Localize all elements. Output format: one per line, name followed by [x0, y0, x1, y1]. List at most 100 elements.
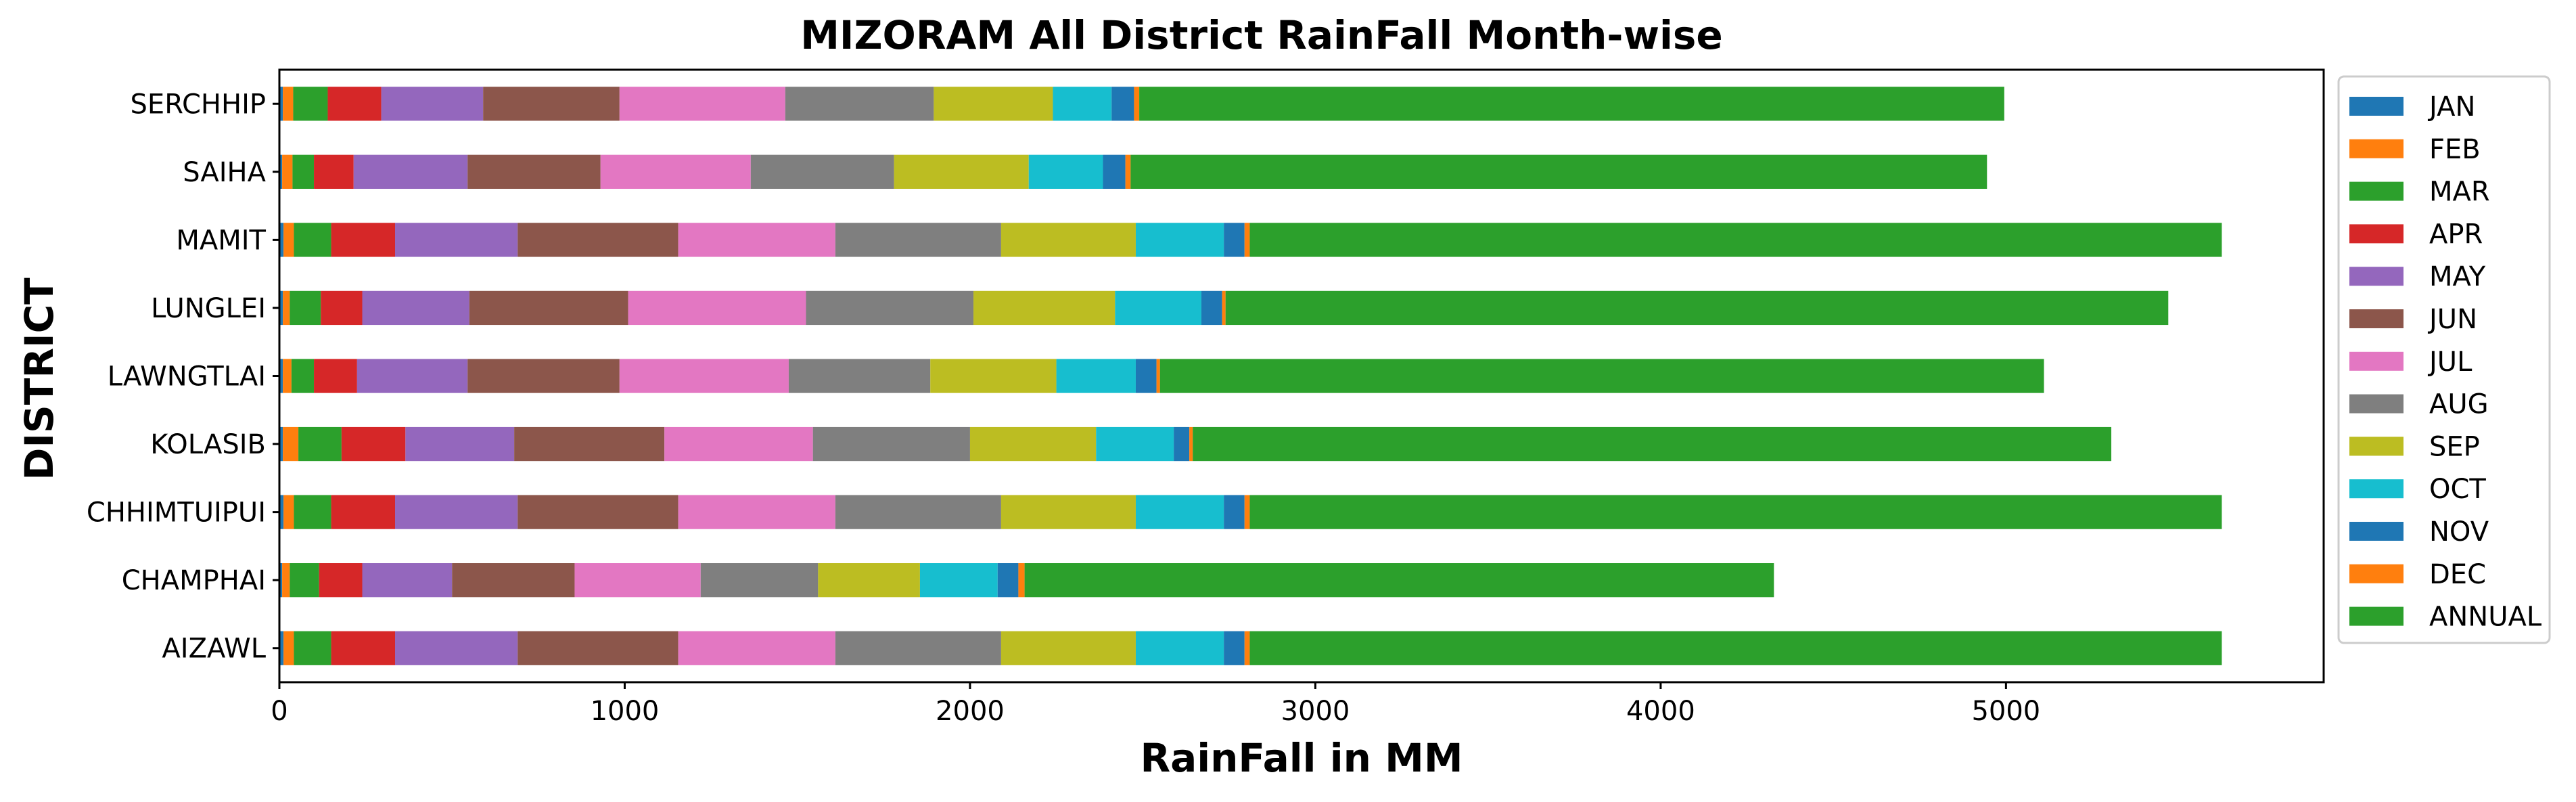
bar-lunglei-dec	[1222, 290, 1226, 326]
bar-champhai-sep	[818, 563, 920, 598]
bar-saiha-sep	[894, 154, 1029, 189]
bar-aizawl-jul	[678, 631, 835, 665]
bar-serchhip-jul	[619, 87, 785, 121]
bar-lunglei-feb	[283, 290, 290, 326]
y-tick-label: LAWNGTLAI	[108, 361, 266, 393]
bar-kolasib-sep	[969, 426, 1097, 462]
legend-swatch-annual	[2349, 606, 2404, 626]
bar-aizawl-feb	[283, 631, 294, 665]
x-tick-label: 2000	[936, 696, 1005, 727]
bar-mamit-may	[395, 223, 518, 257]
legend-label-sep: SEP	[2429, 431, 2480, 462]
y-axis: AIZAWL CHAMPHAI CHHIMTUIPUI KOLASIB LAWNGTLA…	[87, 89, 279, 665]
bar-saiha-apr	[314, 154, 354, 189]
bar-champhai-nov	[997, 563, 1019, 598]
bar-serchhip-jun	[483, 87, 620, 121]
bar-mamit-nov	[1224, 223, 1245, 257]
bar-kolasib-jan	[279, 426, 283, 462]
legend-label-aug: AUG	[2429, 389, 2489, 420]
bar-champhai-may	[362, 563, 453, 598]
x-axis: 0 1000 2000 3000 4000 5000	[271, 682, 2040, 727]
legend-swatch-dec	[2349, 564, 2404, 583]
bar-kolasib-nov	[1174, 426, 1190, 462]
bar-saiha-jan	[279, 154, 283, 189]
bar-lawngtlai-feb	[283, 359, 292, 393]
bar-aizawl-jun	[518, 631, 678, 665]
y-tick-label: AIZAWL	[162, 633, 266, 665]
legend-label-annual: ANNUAL	[2429, 602, 2542, 633]
y-tick-label: LUNGLEI	[151, 293, 266, 324]
legend-swatch-oct	[2349, 479, 2404, 499]
bar-serchhip-mar	[293, 87, 328, 121]
bar-kolasib-jul	[664, 426, 813, 462]
y-tick-label: CHHIMTUIPUI	[87, 497, 266, 529]
x-tick-label: 3000	[1281, 696, 1350, 727]
bar-lawngtlai-mar	[291, 359, 315, 393]
bar-lunglei-may	[362, 290, 469, 326]
bar-kolasib-may	[405, 426, 515, 462]
bar-champhai-aug	[700, 563, 819, 598]
bar-serchhip-annual	[1139, 87, 2004, 121]
bar-mamit-feb	[283, 223, 294, 257]
bar-mamit-dec	[1244, 223, 1250, 257]
y-axis-label: DISTRICT	[16, 277, 62, 481]
bar-lunglei-apr	[321, 290, 363, 326]
bar-saiha-mar	[292, 154, 315, 189]
bar-kolasib-aug	[812, 426, 970, 462]
bar-aizawl-annual	[1249, 631, 2222, 665]
bar-chhimtuipui-feb	[283, 495, 294, 529]
bar-saiha-feb	[282, 154, 293, 189]
legend-swatch-jun	[2349, 309, 2404, 328]
bar-kolasib-jun	[514, 426, 665, 462]
y-tick-label: SAIHA	[183, 157, 266, 188]
legend-label-dec: DEC	[2429, 559, 2486, 590]
bar-aizawl-aug	[835, 631, 1001, 665]
bar-chhimtuipui-aug	[835, 495, 1001, 529]
bar-aizawl-sep	[1001, 631, 1136, 665]
bar-mamit-jul	[678, 223, 835, 257]
legend-label-jan: JAN	[2427, 91, 2475, 122]
bar-lunglei-aug	[806, 290, 974, 326]
legend-label-nov: NOV	[2429, 516, 2489, 548]
bar-mamit-aug	[835, 223, 1001, 257]
legend-label-oct: OCT	[2429, 474, 2486, 505]
bar-chhimtuipui-jan	[279, 495, 284, 529]
bar-mamit-annual	[1249, 223, 2222, 257]
bar-lawngtlai-dec	[1156, 359, 1160, 393]
bar-aizawl-nov	[1224, 631, 1245, 665]
bar-saiha-dec	[1125, 154, 1131, 189]
bar-kolasib-apr	[341, 426, 406, 462]
bar-chhimtuipui-jul	[678, 495, 835, 529]
bar-chhimtuipui-jun	[518, 495, 678, 529]
bar-champhai-annual	[1024, 563, 1774, 598]
bar-champhai-jul	[574, 563, 701, 598]
bar-aizawl-may	[395, 631, 518, 665]
bar-lunglei-jul	[628, 290, 806, 326]
bar-lunglei-annual	[1225, 290, 2169, 326]
bar-serchhip-jan	[279, 87, 283, 121]
legend-frame	[2337, 75, 2551, 644]
bar-chhimtuipui-apr	[331, 495, 396, 529]
bar-mamit-jan	[279, 223, 284, 257]
bar-chhimtuipui-annual	[1249, 495, 2222, 529]
bar-saiha-nov	[1103, 154, 1126, 189]
bar-lawngtlai-nov	[1135, 359, 1157, 393]
x-tick-label: 5000	[1971, 696, 2040, 727]
bar-kolasib-annual	[1193, 426, 2112, 462]
bar-aizawl-mar	[294, 631, 331, 665]
bar-lunglei-nov	[1201, 290, 1222, 326]
legend-label-apr: APR	[2429, 219, 2483, 250]
legend-swatch-jul	[2349, 351, 2404, 371]
y-tick-label: SERCHHIP	[131, 89, 266, 120]
bar-aizawl-jan	[279, 631, 284, 665]
legend-label-feb: FEB	[2429, 134, 2481, 165]
bar-mamit-apr	[331, 223, 396, 257]
bar-serchhip-oct	[1053, 87, 1112, 121]
bar-serchhip-may	[381, 87, 484, 121]
legend-swatch-feb	[2349, 139, 2404, 158]
bar-champhai-jun	[452, 563, 575, 598]
bar-lunglei-mar	[290, 290, 321, 326]
bar-aizawl-apr	[331, 631, 396, 665]
bar-mamit-jun	[518, 223, 678, 257]
legend-label-may: MAY	[2429, 261, 2486, 292]
